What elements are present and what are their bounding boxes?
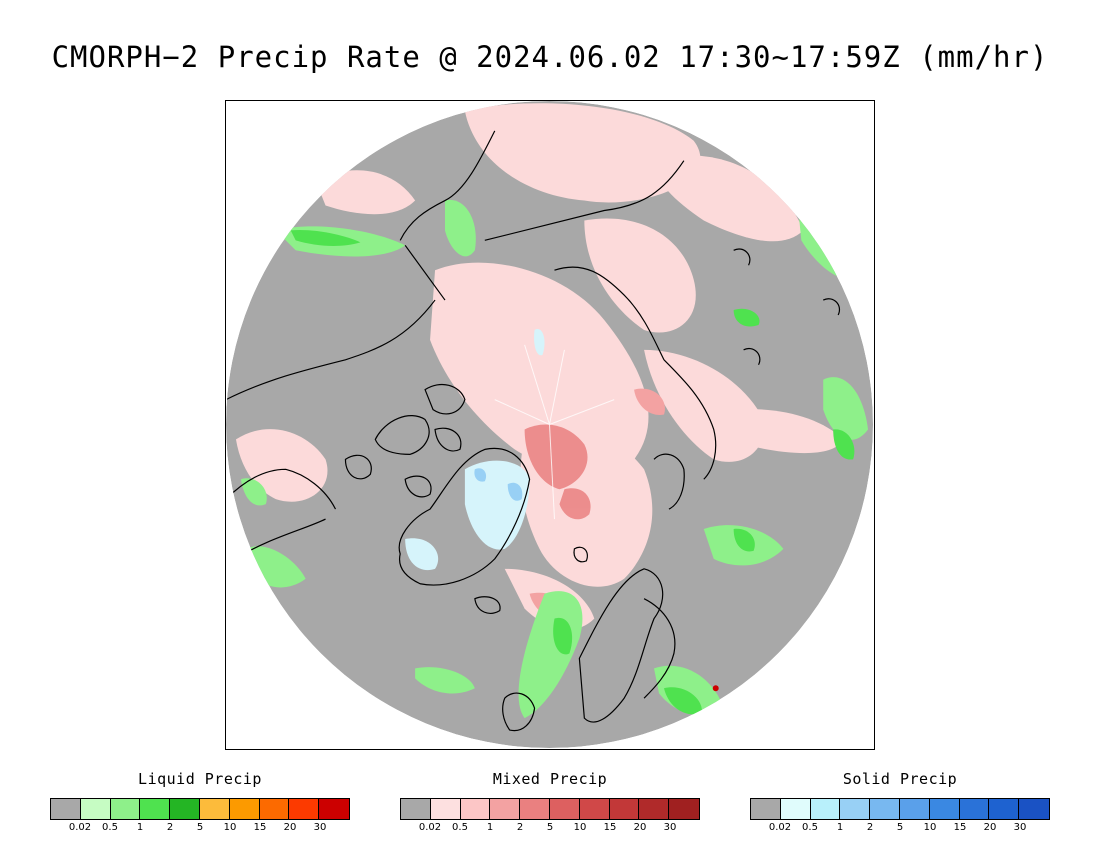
legend-solid-ticks: 0.02 0.5 1 2 5 10 15 20 30 [750,820,1050,836]
legend-tick-label: 30 [1013,822,1027,833]
liquid-precip-heavy [712,685,719,692]
legend-tick-label: 2 [516,822,524,833]
legend-tick-label: 5 [896,822,904,833]
liquid-precip-moderate [290,230,855,715]
legend-swatch [319,799,349,819]
legend-tick-label: 0.5 [802,822,818,833]
legend-tick-label: 0.02 [418,822,442,833]
legend-tick-label: 1 [836,822,844,833]
legend-tick-label: 15 [253,822,267,833]
legend-swatch [80,799,111,819]
legend-swatch [140,799,171,819]
legend-swatch [289,799,320,819]
legend-swatch [520,799,550,819]
legend-swatch [199,799,230,819]
legend-tick-label: 10 [573,822,587,833]
legend-tick-label: 1 [486,822,494,833]
legend-liquid: Liquid Precip 0.02 0.5 1 2 5 10 15 20 30 [50,770,350,836]
legend-tick-label: 15 [603,822,617,833]
legend-tick-label: 0.02 [68,822,92,833]
legend-swatch [170,799,200,819]
polar-map [225,100,875,750]
legend-swatch [669,799,699,819]
legend-swatch [751,799,781,819]
legend-tick-label: 2 [166,822,174,833]
legend-tick-label: 20 [983,822,997,833]
mixed-precip-core [524,424,591,520]
legend-mixed-bar [400,798,700,820]
legend-swatch [810,799,841,819]
legend-swatch [549,799,580,819]
legend-tick-label: 30 [313,822,327,833]
legend-solid-title: Solid Precip [842,770,958,788]
legend-swatch [899,799,930,819]
legend-tick-label: 0.5 [102,822,118,833]
legend-swatch [229,799,260,819]
legend-tick-label: 10 [223,822,237,833]
coastlines [226,130,840,732]
legend-swatch [1019,799,1049,819]
legend-mixed: Mixed Precip 0.02 0.5 1 2 5 10 15 20 30 [400,770,700,836]
legend-tick-label: 20 [283,822,297,833]
legend-swatch [51,799,81,819]
legend-tick-label: 10 [923,822,937,833]
legend-mixed-title: Mixed Precip [492,770,608,788]
pole-streaks [494,344,615,520]
legend-swatch [840,799,871,819]
legend-tick-label: 1 [136,822,144,833]
legend-swatch [989,799,1020,819]
legend-swatch [401,799,431,819]
legend-solid: Solid Precip 0.02 0.5 1 2 5 10 15 20 30 [750,770,1050,836]
legend-liquid-title: Liquid Precip [138,770,262,788]
legend-tick-label: 0.02 [768,822,792,833]
legend-swatch [959,799,990,819]
legend-swatch [870,799,900,819]
legend-tick-label: 5 [196,822,204,833]
legend-mixed-ticks: 0.02 0.5 1 2 5 10 15 20 30 [400,820,700,836]
legend-tick-label: 2 [866,822,874,833]
legend-swatch [780,799,811,819]
legend-swatch [929,799,960,819]
legend-liquid-ticks: 0.02 0.5 1 2 5 10 15 20 30 [50,820,350,836]
legend-tick-label: 30 [663,822,677,833]
legend-liquid-bar [50,798,350,820]
legend-tick-label: 15 [953,822,967,833]
legend-swatch [579,799,610,819]
legend-solid-bar [750,798,1050,820]
solid-precip-moderate [474,468,523,501]
legend-swatch [639,799,670,819]
legend-swatch [430,799,461,819]
legend-tick-label: 0.5 [452,822,468,833]
precip-map-canvas [226,101,873,748]
legend-swatch [490,799,521,819]
legend-swatch [609,799,640,819]
legend-swatch [259,799,290,819]
legend-swatch [110,799,141,819]
legend-tick-label: 20 [633,822,647,833]
legend-swatch [460,799,491,819]
legend-tick-label: 5 [546,822,554,833]
map-title: CMORPH−2 Precip Rate @ 2024.06.02 17:30~… [51,40,1049,74]
